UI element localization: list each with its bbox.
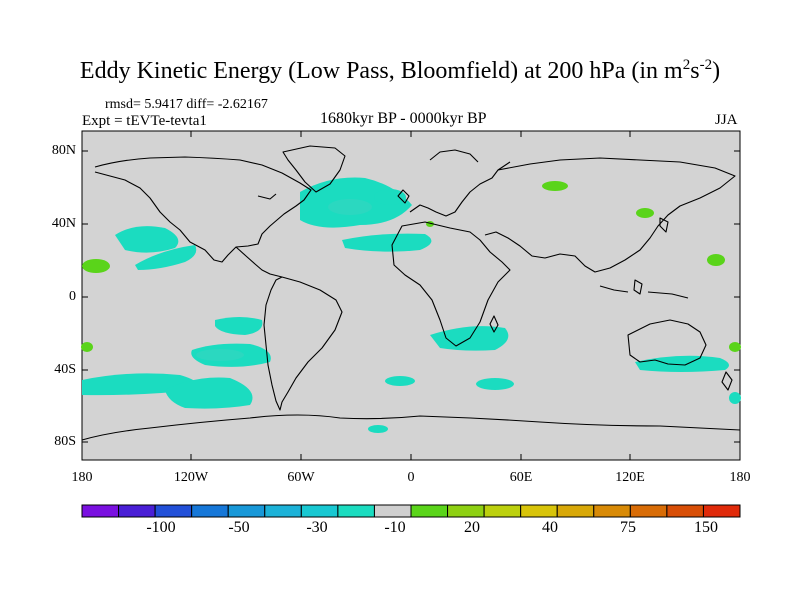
- lon-label-180w: 180: [71, 470, 93, 485]
- colorbar-label: 75: [620, 519, 636, 536]
- colorbar-label: 40: [542, 519, 558, 536]
- lat-label-0: 0: [69, 289, 76, 304]
- colorbar-swatch: [483, 504, 522, 518]
- colorbar: [81, 504, 741, 518]
- colorbar-swatch: [154, 504, 193, 518]
- experiment-label: Expt = tEVTe-tevta1: [82, 113, 207, 129]
- colorbar-swatch: [702, 504, 741, 518]
- lon-label-180e: 180: [729, 470, 751, 485]
- colorbar-swatch: [227, 504, 266, 518]
- colorbar-swatch: [666, 504, 704, 518]
- lon-label-60w: 60W: [287, 470, 315, 485]
- season-label: JJA: [715, 112, 738, 128]
- colorbar-swatch: [410, 504, 449, 518]
- colorbar-swatch: [447, 504, 485, 518]
- colorbar-swatch: [118, 504, 156, 518]
- period-label: 1680kyr BP - 0000kyr BP: [320, 110, 487, 127]
- lon-label-120e: 120E: [615, 470, 645, 485]
- colorbar-swatch: [81, 504, 120, 518]
- lat-label-40s: 40S: [54, 362, 76, 377]
- anomaly-negative-regions: [82, 177, 741, 433]
- statistics-text: rmsd= 5.9417 diff= -2.62167: [105, 97, 268, 112]
- lon-label-60e: 60E: [509, 470, 533, 485]
- colorbar-label: 20: [464, 519, 480, 536]
- colorbar-swatch: [629, 504, 668, 518]
- colorbar-label: -30: [306, 519, 328, 536]
- colorbar-label: -100: [146, 519, 176, 536]
- colorbar-label: -50: [228, 519, 250, 536]
- colorbar-swatch: [593, 504, 631, 518]
- lon-label-0: 0: [407, 470, 415, 485]
- colorbar-swatch: [191, 504, 229, 518]
- lat-label-40n: 40N: [51, 216, 76, 231]
- colorbar-label: -10: [384, 519, 406, 536]
- colorbar-swatch: [264, 504, 302, 518]
- map-background: [81, 130, 741, 461]
- colorbar-swatch: [556, 504, 595, 518]
- colorbar-label: 150: [694, 519, 718, 536]
- colorbar-swatch: [300, 504, 339, 518]
- colorbar-swatch: [520, 504, 558, 518]
- coastlines: [81, 145, 741, 441]
- lat-label-80n: 80N: [51, 143, 76, 158]
- plot-title: Eddy Kinetic Energy (Low Pass, Bloomfiel…: [79, 57, 721, 85]
- lat-label-80s: 80S: [54, 434, 76, 449]
- colorbar-swatch: [337, 504, 375, 518]
- lon-label-120w: 120W: [173, 470, 209, 485]
- map-ticks: [82, 131, 740, 460]
- colorbar-swatch: [373, 504, 412, 518]
